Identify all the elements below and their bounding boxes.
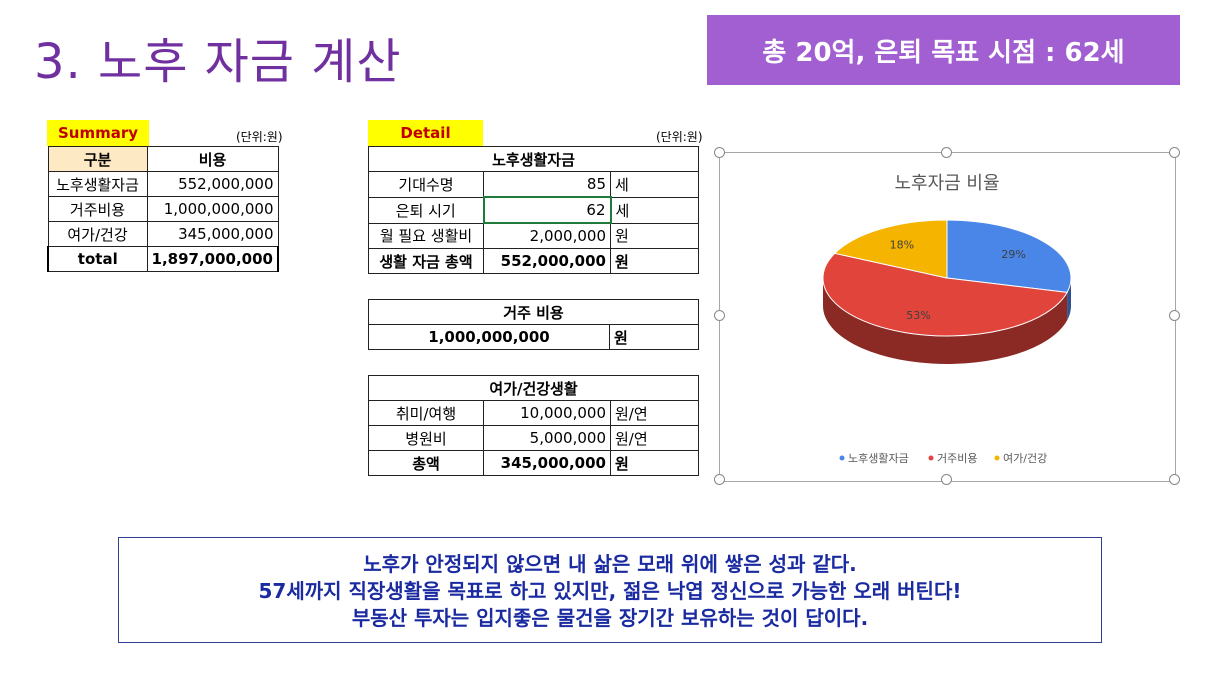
table-row: 기대수명 85 세: [368, 171, 699, 198]
living-row-name: 기대수명: [368, 171, 484, 198]
summary-row-name: 여가/건강: [47, 221, 148, 247]
living-row-unit: 세: [610, 196, 699, 224]
pie-slices: 29% 53% 18%: [822, 219, 1072, 364]
resize-handle-w[interactable]: [714, 310, 725, 321]
retirement-age-cell[interactable]: 62: [482, 196, 612, 224]
summary-row-value: 1,000,000,000: [146, 196, 279, 222]
table-row: 생활 자금 총액 552,000,000 원: [368, 248, 699, 274]
resize-handle-s[interactable]: [941, 474, 952, 485]
living-row-value: 85: [483, 171, 611, 198]
goal-badge: 총 20억, 은퇴 목표 시점 : 62세: [707, 15, 1180, 85]
table-row: 1,000,000,000 원: [368, 324, 699, 350]
legend-marker: [928, 455, 934, 461]
living-row-name: 월 필요 생활비: [368, 222, 484, 249]
living-row-name: 생활 자금 총액: [368, 248, 484, 274]
housing-value: 1,000,000,000: [368, 324, 610, 350]
summary-table: 구분 비용 노후생활자금 552,000,000 거주비용 1,000,000,…: [46, 146, 279, 272]
leisure-table: 여가/건강생활 취미/여행 10,000,000 원/연 병원비 5,000,0…: [368, 375, 699, 476]
pie-slice-side: [823, 278, 1068, 364]
table-row: 은퇴 시기 62 세: [368, 196, 699, 224]
pie-data-label: 29%: [1001, 248, 1025, 261]
leisure-row-value: 10,000,000: [483, 400, 611, 426]
table-row: 노후생활자금 552,000,000: [47, 171, 279, 197]
summary-unit: (단위:원): [236, 130, 283, 144]
resize-handle-se[interactable]: [1169, 474, 1180, 485]
leisure-row-value: 5,000,000: [483, 425, 611, 451]
housing-unit: 원: [609, 324, 699, 350]
leisure-row-value: 345,000,000: [483, 450, 611, 476]
resize-handle-ne[interactable]: [1169, 147, 1180, 158]
pie-chart-frame[interactable]: 노후자금 비율 29% 53% 18% 노후생활자금 거주비용 여가/건강: [719, 152, 1176, 482]
leisure-title: 여가/건강생활: [368, 375, 699, 401]
chart-legend: 노후생활자금 거주비용 여가/건강: [839, 451, 1047, 465]
summary-row-value: 552,000,000: [146, 171, 279, 197]
quote-line: 57세까지 직장생활을 목표로 하고 있지만, 젊은 낙엽 정신으로 가능한 오…: [258, 579, 962, 603]
leisure-row-unit: 원/연: [610, 425, 699, 451]
living-row-unit: 세: [610, 171, 699, 198]
resize-handle-n[interactable]: [941, 147, 952, 158]
summary-header-category: 구분: [47, 146, 148, 172]
leisure-row-unit: 원: [610, 450, 699, 476]
resize-handle-nw[interactable]: [714, 147, 725, 158]
legend-label: 여가/건강: [1003, 452, 1047, 465]
summary-row-value: 345,000,000: [146, 221, 279, 247]
housing-table: 거주 비용 1,000,000,000 원: [368, 299, 699, 350]
quote-box: 노후가 안정되지 않으면 내 삶은 모래 위에 쌓은 성과 같다. 57세까지 …: [118, 537, 1102, 643]
living-fund-table: 노후생활자금 기대수명 85 세 은퇴 시기 62 세 월 필요 생활비 2,0…: [368, 146, 699, 274]
summary-row-name: 노후생활자금: [47, 171, 148, 197]
summary-row-name: 거주비용: [47, 196, 148, 222]
legend-marker: [994, 455, 1000, 461]
pie-slice: [822, 252, 1068, 337]
slide-title: 3. 노후 자금 계산: [34, 34, 402, 90]
leisure-row-unit: 원/연: [610, 400, 699, 426]
table-row: 여가/건강 345,000,000: [47, 221, 279, 247]
living-fund-title: 노후생활자금: [368, 146, 699, 172]
pie-slice: [946, 219, 1072, 293]
pie-data-label: 18%: [890, 239, 914, 252]
detail-label: Detail: [368, 120, 483, 146]
living-row-name: 은퇴 시기: [368, 196, 484, 224]
resize-handle-e[interactable]: [1169, 310, 1180, 321]
leisure-row-name: 총액: [368, 450, 484, 476]
housing-title: 거주 비용: [368, 299, 699, 325]
table-row: 병원비 5,000,000 원/연: [368, 425, 699, 451]
living-row-value: 2,000,000: [483, 222, 611, 249]
resize-handle-sw[interactable]: [714, 474, 725, 485]
table-row: total 1,897,000,000: [46, 246, 279, 272]
table-row: 거주비용 1,000,000,000: [47, 196, 279, 222]
leisure-row-name: 병원비: [368, 425, 484, 451]
pie-data-label: 53%: [906, 309, 930, 322]
living-row-value: 552,000,000: [483, 248, 611, 274]
quote-line: 노후가 안정되지 않으면 내 삶은 모래 위에 쌓은 성과 같다.: [363, 552, 857, 576]
pie-slice: [833, 219, 948, 279]
pie-chart: 노후자금 비율 29% 53% 18% 노후생활자금 거주비용 여가/건강: [822, 173, 1072, 465]
chart-title: 노후자금 비율: [894, 173, 999, 194]
legend-label: 노후생활자금: [848, 451, 909, 465]
detail-unit: (단위:원): [656, 130, 703, 144]
pie-slice-side: [1067, 278, 1071, 321]
living-row-unit: 원: [610, 222, 699, 249]
quote-line: 부동산 투자는 입지좋은 물건을 장기간 보유하는 것이 답이다.: [351, 606, 869, 630]
leisure-row-name: 취미/여행: [368, 400, 484, 426]
legend-label: 거주비용: [937, 452, 977, 465]
legend-marker: [839, 455, 845, 461]
summary-header-cost: 비용: [146, 146, 279, 172]
summary-total-label: total: [46, 246, 148, 272]
summary-label: Summary: [47, 120, 149, 146]
table-row: 총액 345,000,000 원: [368, 450, 699, 476]
living-row-unit: 원: [610, 248, 699, 274]
table-row: 취미/여행 10,000,000 원/연: [368, 400, 699, 426]
table-row: 월 필요 생활비 2,000,000 원: [368, 222, 699, 249]
summary-total-value: 1,897,000,000: [146, 246, 279, 272]
